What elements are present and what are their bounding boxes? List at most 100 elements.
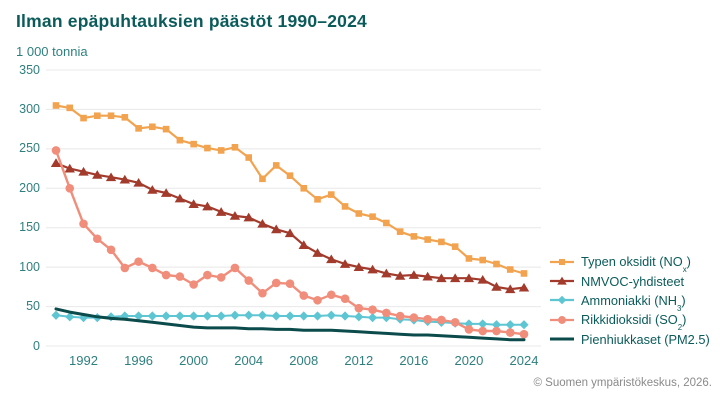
y-tick-label-200: 200 xyxy=(19,180,40,195)
data-point-nox-2002 xyxy=(217,147,225,154)
data-point-so2-2011 xyxy=(340,294,350,303)
x-tick-label-2012: 2012 xyxy=(344,353,374,368)
data-point-nh3-2021 xyxy=(478,319,488,329)
data-point-nmvoc-1991 xyxy=(64,163,75,173)
data-point-nox-2019 xyxy=(451,243,459,250)
data-point-nmvoc-2003 xyxy=(229,211,241,220)
data-point-nox-1996 xyxy=(135,125,142,132)
data-point-nox-1998 xyxy=(162,125,170,133)
data-point-nmvoc-2000 xyxy=(188,199,199,208)
data-point-nox-2018 xyxy=(438,238,445,246)
data-point-nox-1994 xyxy=(107,112,115,120)
data-point-nox-2016 xyxy=(410,233,418,240)
legend-nh3-line-icon xyxy=(550,296,574,305)
y-tick-label-50: 50 xyxy=(26,299,40,314)
data-point-so2-2013 xyxy=(368,305,377,315)
x-tick-label-1992: 1992 xyxy=(69,353,98,368)
data-point-nh3-2007 xyxy=(285,311,295,321)
data-point-nmvoc-2006 xyxy=(271,224,282,234)
data-point-so2-1993 xyxy=(92,234,102,244)
series-line-pm25 xyxy=(54,307,526,342)
data-point-so2-2023 xyxy=(505,328,515,337)
data-point-so2-1995 xyxy=(120,263,130,273)
y-tick-label-350: 350 xyxy=(19,62,40,77)
data-point-nmvoc-2004 xyxy=(243,212,254,222)
data-point-so2-1996 xyxy=(134,257,143,266)
data-point-so2-2014 xyxy=(382,308,391,318)
data-point-nh3-1992 xyxy=(78,313,89,323)
legend-so2-line-icon xyxy=(550,315,574,324)
data-point-nox-1993 xyxy=(93,112,101,120)
data-point-nmvoc-2021 xyxy=(477,274,488,284)
data-point-so2-2000 xyxy=(189,280,198,289)
legend-label-nox: Typen oksidit (NOx) xyxy=(581,254,691,274)
data-point-nmvoc-2002 xyxy=(215,207,227,216)
data-point-nox-2007 xyxy=(286,172,294,179)
data-point-nox-1995 xyxy=(121,114,129,121)
x-tick-label-2000: 2000 xyxy=(179,353,209,368)
data-point-so2-2007 xyxy=(285,279,295,289)
x-tick-label-1996: 1996 xyxy=(124,353,154,368)
data-point-nmvoc-2015 xyxy=(394,271,406,280)
data-point-nox-2004 xyxy=(245,154,253,161)
data-point-so2-2018 xyxy=(437,315,446,325)
data-point-so2-2015 xyxy=(395,311,405,321)
data-point-nh3-1998 xyxy=(161,311,171,321)
legend-item-pm25[interactable]: Pienhiukkaset (PM2.5) xyxy=(550,330,710,349)
y-tick-label-150: 150 xyxy=(19,220,40,235)
legend-item-nmvoc[interactable]: NMVOC-yhdisteet xyxy=(550,271,710,290)
data-point-nox-2017 xyxy=(424,236,431,243)
data-point-so2-2016 xyxy=(409,313,419,322)
legend-item-so2[interactable]: Rikkidioksidi (SO2) xyxy=(550,310,710,333)
legend-pm25-line-icon xyxy=(550,337,574,341)
legend-nox-line-icon xyxy=(550,258,574,265)
data-point-nh3-2002 xyxy=(216,311,226,321)
data-point-nmvoc-2017 xyxy=(422,271,433,281)
data-point-nmvoc-1994 xyxy=(105,172,117,182)
data-point-so2-2024 xyxy=(519,329,529,339)
data-point-nox-2013 xyxy=(369,213,376,220)
data-point-so2-2002 xyxy=(216,273,226,282)
legend-nmvoc-line-icon xyxy=(550,276,574,285)
data-point-nmvoc-2023 xyxy=(505,284,516,294)
x-tick-label-2016: 2016 xyxy=(399,353,429,368)
legend-item-nox[interactable]: Typen oksidit (NOx) xyxy=(550,252,710,274)
data-point-nmvoc-2016 xyxy=(408,270,420,279)
data-point-nh3-2005 xyxy=(257,310,268,320)
data-point-nmvoc-1998 xyxy=(160,188,172,197)
legend-item-nh3[interactable]: Ammoniakki (NH3) xyxy=(550,291,710,312)
data-point-nox-2009 xyxy=(314,196,321,203)
data-point-nox-2014 xyxy=(383,219,390,227)
data-point-nox-1992 xyxy=(80,114,87,122)
data-point-nmvoc-1990 xyxy=(50,158,62,167)
data-point-so2-2012 xyxy=(354,303,364,313)
data-point-nox-1990 xyxy=(52,102,60,109)
data-point-nox-1991 xyxy=(66,104,74,112)
data-point-nh3-2006 xyxy=(271,311,281,321)
data-point-so2-1990 xyxy=(51,146,61,155)
legend-label-nmvoc: NMVOC-yhdisteet xyxy=(581,273,685,289)
data-point-nh3-2010 xyxy=(326,310,336,320)
data-point-so2-2005 xyxy=(258,288,267,298)
data-point-nh3-2004 xyxy=(244,310,254,320)
data-point-nh3-2012 xyxy=(354,312,364,322)
data-point-so2-1997 xyxy=(148,263,157,273)
data-point-nmvoc-1999 xyxy=(174,193,186,203)
legend-label-so2: Rikkidioksidi (SO2) xyxy=(581,312,687,333)
data-point-so2-2001 xyxy=(203,270,212,280)
data-point-nox-2012 xyxy=(355,210,363,217)
data-point-nmvoc-2011 xyxy=(339,259,351,268)
data-point-nox-2005 xyxy=(259,175,266,183)
data-point-so2-1992 xyxy=(79,219,88,229)
x-tick-label-2024: 2024 xyxy=(509,353,539,368)
data-point-nmvoc-2005 xyxy=(257,218,268,228)
x-tick-label-2008: 2008 xyxy=(289,353,319,368)
data-point-nox-2024 xyxy=(520,270,528,277)
data-point-nmvoc-2024 xyxy=(518,282,530,292)
data-point-nh3-2023 xyxy=(505,320,515,330)
data-point-nh3-1994 xyxy=(106,312,116,322)
data-point-nox-2006 xyxy=(272,162,280,169)
data-point-so2-2020 xyxy=(464,325,474,334)
y-axis-unit-label: 1 000 tonnia xyxy=(16,44,88,59)
